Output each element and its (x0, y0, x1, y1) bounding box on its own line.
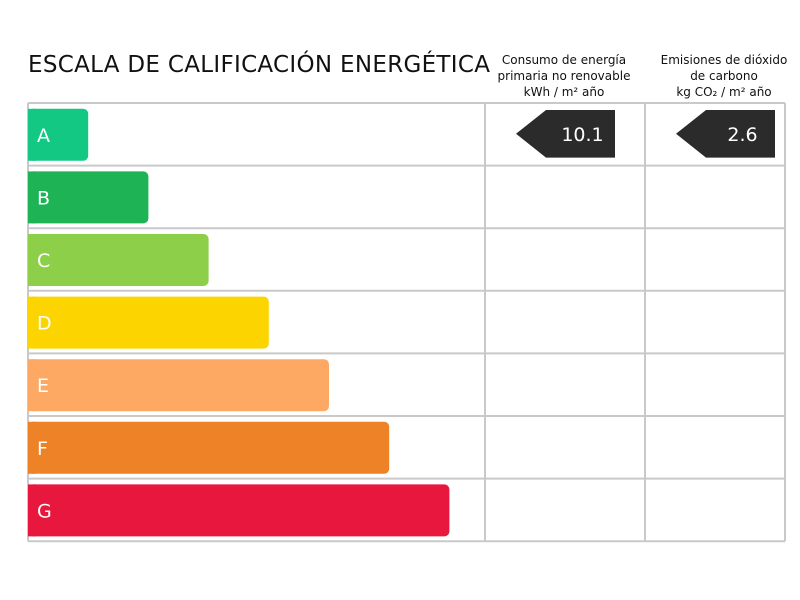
rating-indicator (516, 110, 615, 158)
rating-indicator (676, 110, 775, 158)
column-header-line: Emisiones de dióxido (660, 53, 788, 67)
column-header-line: Consumo de energía (501, 53, 627, 67)
rating-bar-edge (28, 359, 36, 412)
rating-indicator-value: 2.6 (727, 124, 757, 146)
rating-bar-edge (28, 421, 36, 474)
rating-bar-label: D (37, 313, 52, 335)
rating-bar-edge (28, 171, 36, 224)
rating-bar-f (28, 421, 390, 474)
column-header-line: kWh / m² año (523, 85, 605, 99)
rating-bar-label: C (37, 250, 50, 272)
column-header-line: primaria no renovable (497, 69, 631, 83)
rating-bar-a (28, 108, 89, 161)
rating-bar-label: G (37, 500, 52, 522)
rating-bar-e (28, 359, 329, 412)
rating-bar-edge (28, 484, 36, 537)
rating-bar-edge (28, 108, 36, 161)
rating-bar-edge (28, 296, 36, 349)
rating-bar-g (28, 484, 450, 537)
rating-bar-c (28, 234, 209, 286)
column-header-emissions: Emisiones de dióxido de carbono kg CO₂ /… (644, 52, 800, 100)
rating-bar-edge (28, 234, 36, 286)
rating-indicator-value: 10.1 (561, 124, 603, 146)
column-header-energy: Consumo de energía primaria no renovable… (484, 52, 644, 100)
rating-bar-label: E (37, 375, 49, 397)
rating-bar-d (28, 296, 269, 349)
rating-bar-label: F (37, 438, 48, 460)
rating-bar-b (28, 171, 149, 224)
column-header-line: de carbono (690, 69, 758, 83)
rating-bar-label: A (37, 125, 50, 147)
column-header-line: kg CO₂ / m² año (676, 85, 772, 99)
page-title: ESCALA DE CALIFICACIÓN ENERGÉTICA (28, 52, 491, 78)
rating-bar-label: B (37, 187, 50, 209)
